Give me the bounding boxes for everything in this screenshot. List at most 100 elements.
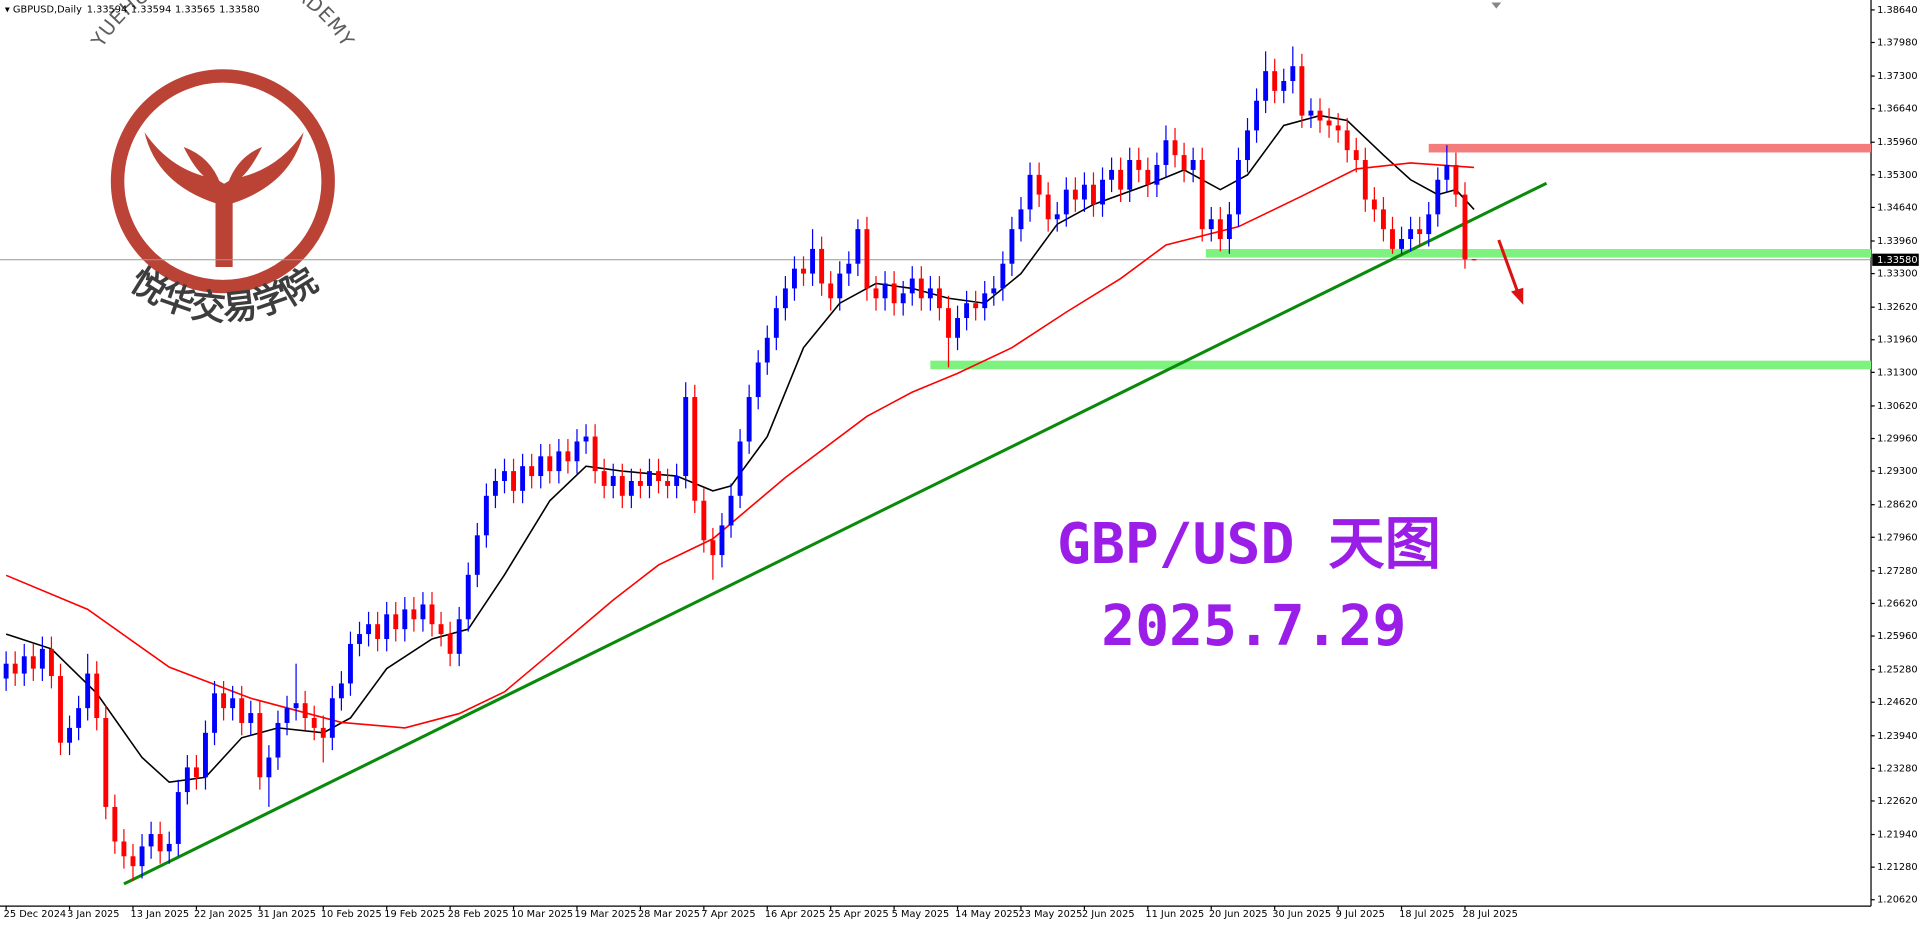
candle-body bbox=[1417, 229, 1423, 235]
candle-body bbox=[737, 441, 743, 496]
candle-body bbox=[1308, 110, 1314, 116]
candle-body bbox=[230, 698, 236, 709]
header-icon: ▾ bbox=[5, 4, 13, 15]
logo: YUEHUA TRADING ACADEMY 悦华交易学院 bbox=[86, 0, 358, 329]
candle-body bbox=[864, 229, 870, 289]
candle-body bbox=[348, 643, 353, 684]
candle-body bbox=[58, 676, 63, 743]
candle-body bbox=[474, 535, 480, 575]
candle-body bbox=[447, 634, 453, 654]
candle-body bbox=[918, 278, 924, 299]
logo-text-zh: 悦华交易学院 bbox=[123, 261, 325, 330]
candle-body bbox=[1100, 179, 1105, 205]
candle-body bbox=[103, 718, 109, 807]
y-tick-label: 1.34640 bbox=[1877, 202, 1917, 213]
x-tick-label: 25 Apr 2025 bbox=[828, 909, 888, 920]
candle-body bbox=[502, 471, 507, 481]
candle-body bbox=[1426, 214, 1432, 235]
candle-body bbox=[3, 663, 9, 679]
zone bbox=[930, 360, 1872, 370]
candle-body bbox=[1390, 229, 1395, 249]
header: ▾ GBPUSD,Daily 1.33594 1.33594 1.33565 1.335… bbox=[5, 4, 260, 15]
candle-body bbox=[891, 283, 897, 304]
candle-body bbox=[710, 540, 716, 556]
header-price: 1.33594 bbox=[131, 4, 171, 15]
candle-body bbox=[746, 397, 752, 442]
x-tick-label: 10 Mar 2025 bbox=[511, 909, 573, 920]
x-tick-label: 3 Jan 2025 bbox=[67, 909, 119, 920]
candle-body bbox=[157, 834, 163, 852]
trendline bbox=[123, 181, 1548, 886]
candle-body bbox=[719, 525, 725, 556]
candle-body bbox=[882, 283, 888, 299]
x-tick-label: 2 Jun 2025 bbox=[1082, 909, 1135, 920]
candle-body bbox=[1081, 184, 1087, 200]
x-tick-label: 10 Feb 2025 bbox=[321, 909, 382, 920]
current-price-box bbox=[1872, 253, 1919, 266]
candle-body bbox=[139, 846, 145, 867]
candle-body bbox=[1000, 263, 1006, 289]
candle-body bbox=[909, 278, 915, 294]
annotation-title: GBP/USD 天图 bbox=[1057, 512, 1441, 577]
candle-body bbox=[1380, 209, 1386, 230]
x-tick-label: 28 Mar 2025 bbox=[638, 909, 700, 920]
candle-body bbox=[674, 476, 680, 486]
candle-body bbox=[1290, 66, 1296, 82]
candle-body bbox=[248, 713, 254, 723]
y-tick-label: 1.29960 bbox=[1877, 434, 1917, 445]
candle-body bbox=[1154, 164, 1160, 185]
candle-body bbox=[420, 604, 426, 620]
y-tick-label: 1.25280 bbox=[1877, 665, 1917, 676]
logo-ring bbox=[110, 69, 335, 294]
logo-text-zh-path: 悦华交易学院 bbox=[123, 261, 325, 330]
candle-body bbox=[492, 480, 498, 496]
candle-body bbox=[166, 843, 172, 852]
y-tick-label: 1.36640 bbox=[1877, 104, 1917, 115]
y-tick-label: 1.29300 bbox=[1877, 466, 1917, 477]
candle-body bbox=[547, 456, 553, 472]
candle-body bbox=[366, 624, 372, 635]
candle-body bbox=[1091, 184, 1096, 205]
candle-body bbox=[48, 648, 54, 677]
candle-body bbox=[329, 698, 335, 738]
candle-body bbox=[1136, 160, 1142, 170]
candle-body bbox=[1444, 164, 1450, 180]
candle-body bbox=[846, 263, 852, 274]
candle-body bbox=[293, 703, 299, 709]
x-tick-label: 18 Jul 2025 bbox=[1399, 909, 1454, 920]
y-tick-label: 1.38640 bbox=[1877, 5, 1917, 16]
x-tick-label: 9 Jul 2025 bbox=[1336, 909, 1385, 920]
x-tick-label: 19 Mar 2025 bbox=[575, 909, 637, 920]
zone bbox=[1428, 143, 1872, 153]
candle-body bbox=[701, 500, 707, 541]
candle-body bbox=[764, 337, 770, 363]
x-tick-label: 11 Jun 2025 bbox=[1145, 909, 1204, 920]
candle-body bbox=[1236, 160, 1241, 215]
candle-body bbox=[1335, 125, 1341, 131]
candle-body bbox=[1408, 229, 1414, 240]
x-tick-label: 31 Jan 2025 bbox=[257, 909, 316, 920]
candle-body bbox=[782, 288, 788, 309]
candle-body bbox=[1217, 219, 1223, 240]
candle-body bbox=[610, 476, 616, 486]
candle-body bbox=[529, 466, 535, 477]
candle-body bbox=[819, 248, 825, 284]
candle-body bbox=[1344, 130, 1350, 151]
lines-layer bbox=[5, 114, 1548, 886]
candle-body bbox=[755, 362, 761, 398]
x-tick-label: 19 Feb 2025 bbox=[384, 909, 445, 920]
candle-body bbox=[275, 722, 281, 758]
candle-body bbox=[728, 495, 734, 526]
candle-body bbox=[1471, 259, 1477, 261]
candle-body bbox=[148, 834, 154, 847]
candle-body bbox=[946, 308, 951, 338]
candle-body bbox=[1326, 120, 1332, 126]
candle-body bbox=[212, 693, 217, 733]
candle-body bbox=[302, 703, 308, 719]
candle-body bbox=[438, 624, 444, 635]
x-tick-label: 5 May 2025 bbox=[892, 909, 950, 920]
y-tick-label: 1.27960 bbox=[1877, 532, 1917, 543]
candle-body bbox=[121, 841, 127, 857]
